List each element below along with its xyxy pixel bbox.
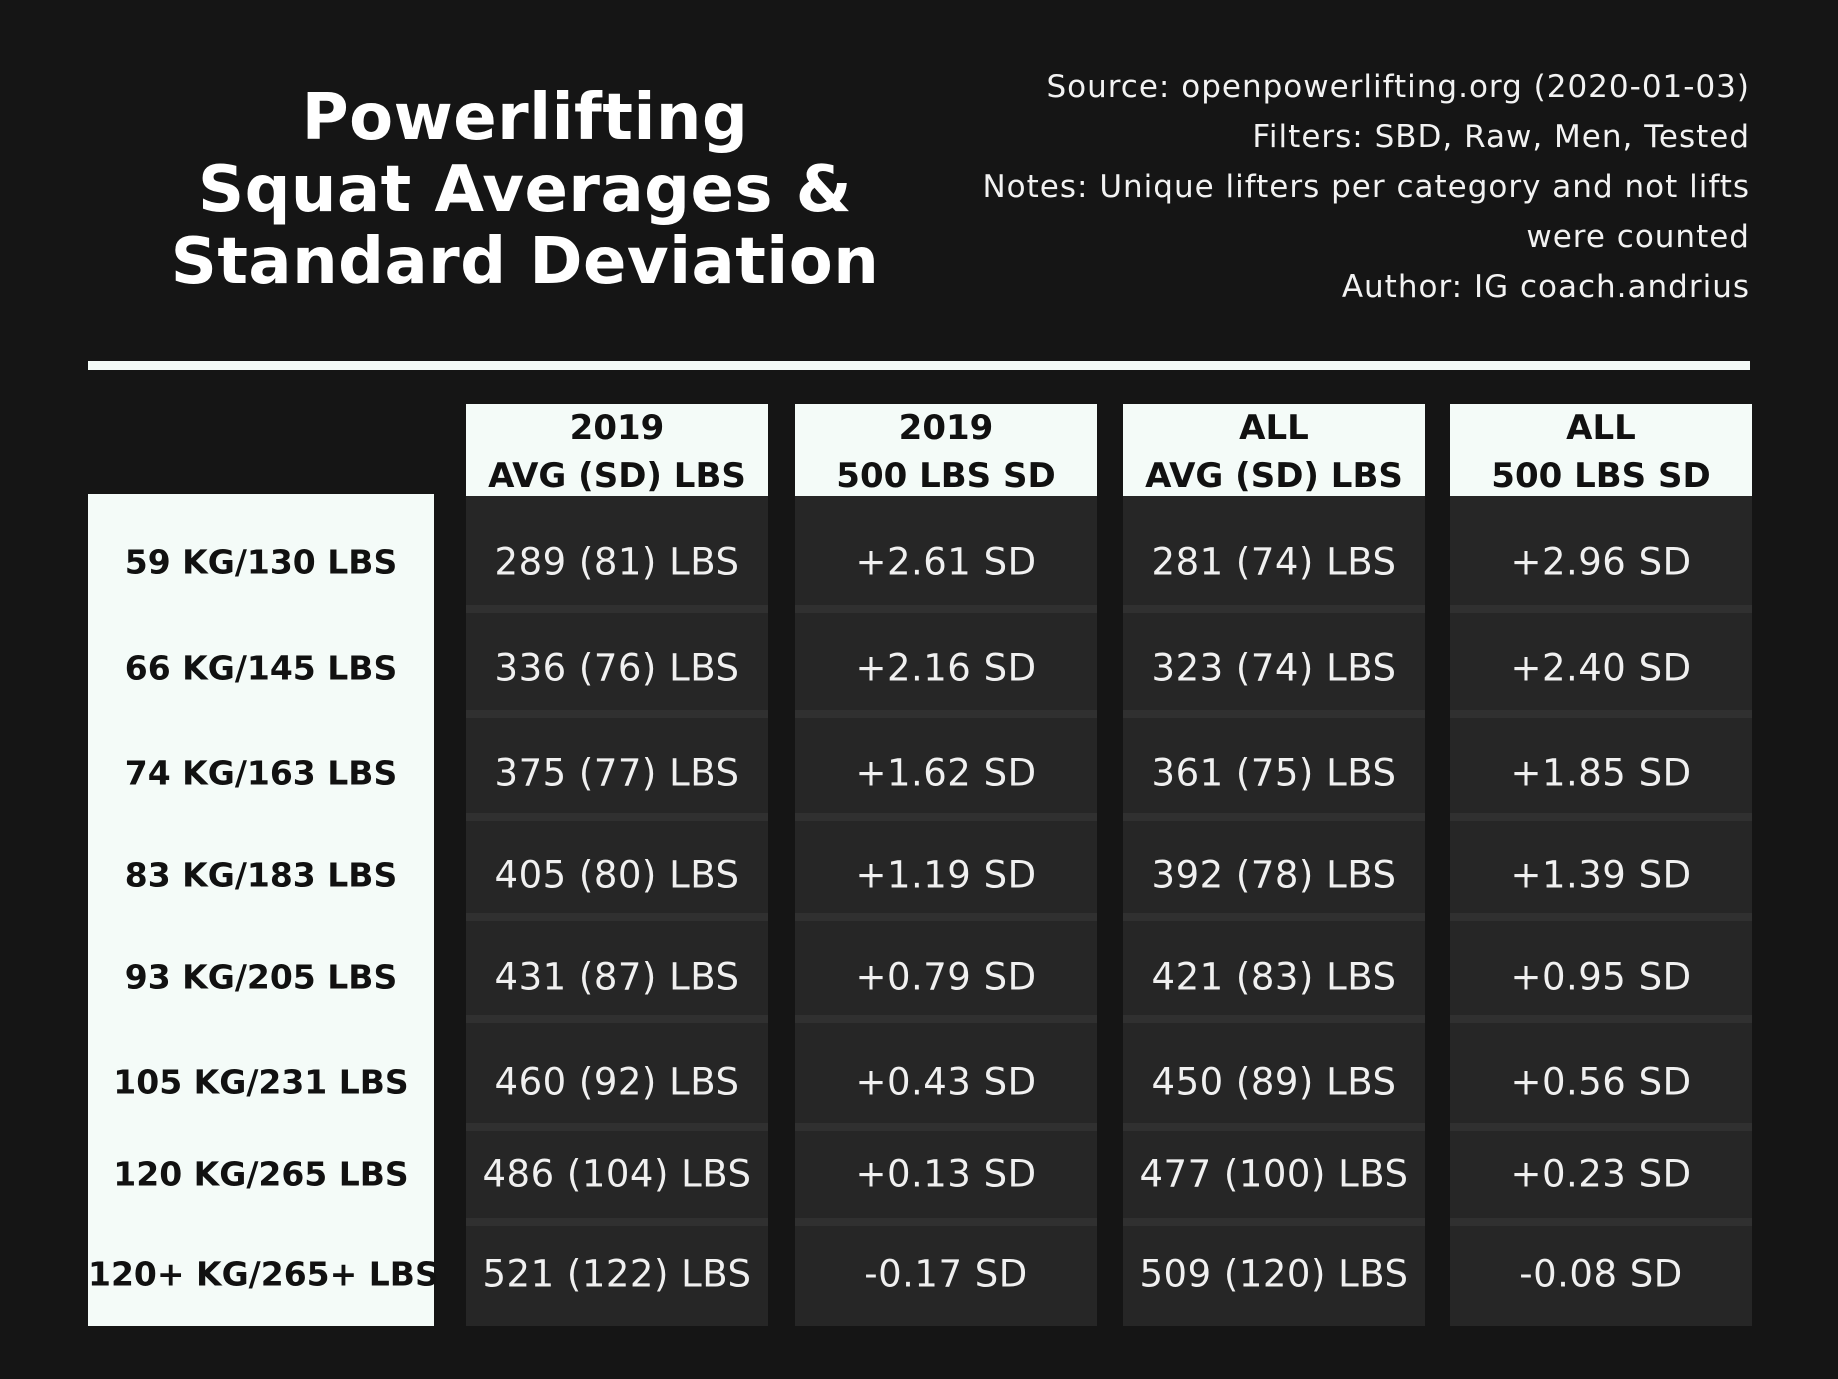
row-separator — [795, 605, 1097, 613]
source-notes: Source: openpowerlifting.org (2020-01-03… — [850, 62, 1750, 312]
table-cell: 421 (83) LBS — [1151, 955, 1397, 999]
table-cell: 486 (104) LBS — [482, 1152, 752, 1196]
row-separator — [795, 710, 1097, 718]
table-cell: 361 (75) LBS — [1151, 751, 1397, 795]
row-separator — [795, 913, 1097, 921]
row-separator — [466, 1015, 768, 1023]
column-header: 2019 AVG (SD) LBS — [466, 404, 768, 496]
row-separator — [1450, 913, 1752, 921]
column-header-line-1: 2019 — [569, 408, 665, 448]
row-separator — [1450, 813, 1752, 821]
table-cell: +1.62 SD — [855, 751, 1037, 795]
title-line-3: Standard Deviation — [170, 225, 880, 299]
table-cell: 289 (81) LBS — [494, 540, 740, 584]
column-header: 2019 500 LBS SD — [795, 404, 1097, 496]
row-separator — [1123, 813, 1425, 821]
row-separator — [1450, 710, 1752, 718]
row-label: 59 KG/130 LBS — [124, 542, 398, 582]
chart-title: Powerlifting Squat Averages & Standard D… — [150, 82, 900, 298]
row-label: 120 KG/265 LBS — [113, 1154, 409, 1194]
table-cell: +1.19 SD — [855, 853, 1037, 897]
column-header: ALL 500 LBS SD — [1450, 404, 1752, 496]
column-header-line-1: ALL — [1239, 408, 1309, 448]
title-line-2: Squat Averages & — [197, 153, 853, 227]
row-separator — [795, 1015, 1097, 1023]
row-separator — [466, 710, 768, 718]
table-cell: 392 (78) LBS — [1151, 853, 1397, 897]
row-label: 93 KG/205 LBS — [124, 957, 398, 997]
column-header-line-2: 500 LBS SD — [1491, 456, 1711, 496]
row-label: 120+ KG/265+ LBS — [88, 1254, 439, 1294]
column-header-line-1: 2019 — [898, 408, 994, 448]
row-separator — [1450, 1218, 1752, 1226]
table-cell: -0.08 SD — [1519, 1252, 1683, 1296]
author-line: Author: IG coach.andrius — [1341, 269, 1750, 305]
row-separator — [1450, 605, 1752, 613]
table-column: ALL 500 LBS SD +2.96 SD +2.40 SD +1.85 SD +1.… — [1450, 404, 1752, 1326]
row-separator — [1450, 1015, 1752, 1023]
row-separator — [795, 813, 1097, 821]
row-separator — [466, 1123, 768, 1131]
row-separator — [466, 913, 768, 921]
table-cell: 460 (92) LBS — [494, 1060, 740, 1104]
table-cell: +0.95 SD — [1510, 955, 1692, 999]
table-cell: +2.40 SD — [1510, 646, 1692, 690]
row-label: 105 KG/231 LBS — [113, 1062, 409, 1102]
table-cell: +1.39 SD — [1510, 853, 1692, 897]
table-column: 2019 AVG (SD) LBS 289 (81) LBS 336 (76) LBS… — [466, 404, 768, 1326]
title-line-1: Powerlifting — [301, 81, 749, 155]
column-header: ALL AVG (SD) LBS — [1123, 404, 1425, 496]
table-cell: +0.79 SD — [855, 955, 1037, 999]
table-cell: +2.96 SD — [1510, 540, 1692, 584]
row-separator — [466, 1218, 768, 1226]
row-separator — [466, 813, 768, 821]
table-cell: +0.23 SD — [1510, 1152, 1692, 1196]
row-separator — [1123, 1218, 1425, 1226]
table-cell: +0.13 SD — [855, 1152, 1037, 1196]
table-cell: 509 (120) LBS — [1139, 1252, 1409, 1296]
divider-rule — [88, 361, 1750, 370]
table-cell: +0.56 SD — [1510, 1060, 1692, 1104]
row-separator — [1123, 1123, 1425, 1131]
table-cell: 281 (74) LBS — [1151, 540, 1397, 584]
row-label: 83 KG/183 LBS — [124, 855, 398, 895]
row-separator — [1123, 605, 1425, 613]
row-separator — [1123, 1015, 1425, 1023]
table-cell: +1.85 SD — [1510, 751, 1692, 795]
row-separator — [1123, 710, 1425, 718]
weight-class-labels: 59 KG/130 LBS 66 KG/145 LBS 74 KG/163 LBS 8… — [88, 494, 439, 1326]
row-separator — [795, 1218, 1097, 1226]
table-cell: 336 (76) LBS — [494, 646, 740, 690]
source-line: Source: openpowerlifting.org (2020-01-03… — [1046, 69, 1750, 105]
table-cell: 405 (80) LBS — [494, 853, 740, 897]
column-header-line-2: AVG (SD) LBS — [1145, 456, 1403, 496]
column-header-line-2: 500 LBS SD — [836, 456, 1056, 496]
row-separator — [1450, 1123, 1752, 1131]
row-label: 74 KG/163 LBS — [124, 753, 398, 793]
table-cell: +0.43 SD — [855, 1060, 1037, 1104]
column-header-line-2: AVG (SD) LBS — [488, 456, 746, 496]
row-separator — [795, 1123, 1097, 1131]
table-cell: -0.17 SD — [864, 1252, 1028, 1296]
notes-line: Notes: Unique lifters per category and n… — [982, 169, 1750, 205]
column-header-line-1: ALL — [1566, 408, 1636, 448]
notes-line-continued: were counted — [1526, 219, 1750, 255]
row-separator — [466, 605, 768, 613]
table-cell: 431 (87) LBS — [494, 955, 740, 999]
table-cell: +2.61 SD — [855, 540, 1037, 584]
table-column: 2019 500 LBS SD +2.61 SD +2.16 SD +1.62 SD +1… — [795, 404, 1097, 1326]
row-label: 66 KG/145 LBS — [124, 648, 398, 688]
table-cell: 323 (74) LBS — [1151, 646, 1397, 690]
table-cell: 477 (100) LBS — [1139, 1152, 1409, 1196]
filters-line: Filters: SBD, Raw, Men, Tested — [1252, 119, 1750, 155]
table-cell: +2.16 SD — [855, 646, 1037, 690]
table-cell: 375 (77) LBS — [494, 751, 740, 795]
table-cell: 450 (89) LBS — [1151, 1060, 1397, 1104]
table-cell: 521 (122) LBS — [482, 1252, 752, 1296]
table-column: ALL AVG (SD) LBS 281 (74) LBS 323 (74) LBS 3… — [1123, 404, 1425, 1326]
row-separator — [1123, 913, 1425, 921]
